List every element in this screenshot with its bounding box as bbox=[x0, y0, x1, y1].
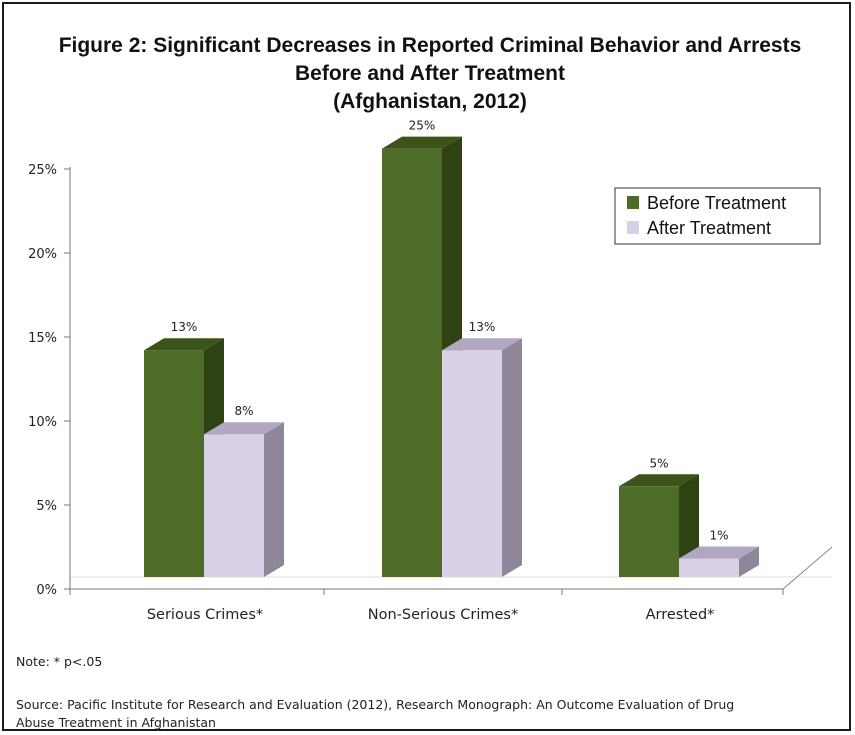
bars: 13% 25% 5% 8% 13% 1% bbox=[144, 119, 759, 577]
after-treatment-bar bbox=[679, 546, 759, 577]
legend-label-before: Before Treatment bbox=[647, 193, 786, 213]
source-note-line-2: Abuse Treatment in Afghanistan bbox=[16, 715, 216, 730]
bar-top-face bbox=[144, 338, 224, 351]
bar-front-face bbox=[442, 350, 502, 577]
bar-side-face bbox=[502, 338, 522, 577]
bar-front-face bbox=[679, 558, 739, 577]
bar-side-face bbox=[739, 546, 759, 577]
chart-title-line-2: Before and After Treatment bbox=[295, 62, 565, 85]
bar-top-face bbox=[204, 422, 284, 435]
after-treatment-bar bbox=[442, 338, 522, 577]
bar-top-face bbox=[679, 546, 759, 559]
bar-front-face bbox=[619, 486, 679, 577]
chart-title-line-1: Figure 2: Significant Decreases in Repor… bbox=[59, 34, 802, 57]
legend-label-after: After Treatment bbox=[647, 218, 771, 238]
legend-box bbox=[614, 187, 821, 245]
data-label: 13% bbox=[469, 320, 496, 334]
source-note-line-1: Source: Pacific Institute for Research a… bbox=[16, 697, 735, 712]
bar-top-face bbox=[382, 136, 462, 149]
bar-front-face bbox=[204, 434, 264, 577]
bar-front-face bbox=[144, 350, 204, 577]
data-label: 25% bbox=[409, 119, 436, 133]
significance-note: Note: * p<.05 bbox=[16, 654, 103, 669]
legend-swatch-after bbox=[627, 221, 639, 234]
data-label: 1% bbox=[709, 529, 728, 543]
chart-title-line-3: (Afghanistan, 2012) bbox=[333, 90, 527, 113]
category-label: Non-Serious Crimes* bbox=[368, 607, 518, 623]
bar-top-face bbox=[619, 474, 699, 487]
data-label: 8% bbox=[234, 404, 253, 418]
y-tick-label: 5% bbox=[36, 499, 57, 514]
y-tick-label: 20% bbox=[28, 247, 57, 262]
y-tick-label: 10% bbox=[28, 415, 57, 430]
legend: Before Treatment After Treatment bbox=[614, 187, 821, 245]
y-tick-label: 15% bbox=[28, 331, 57, 346]
after-treatment-bar bbox=[204, 422, 284, 577]
bar-front-face bbox=[382, 148, 442, 577]
category-label: Serious Crimes* bbox=[147, 607, 263, 623]
data-label: 13% bbox=[171, 320, 198, 334]
y-tick-label: 25% bbox=[28, 163, 57, 178]
legend-swatch-before bbox=[627, 196, 639, 209]
data-label: 5% bbox=[649, 456, 668, 470]
y-tick-label: 0% bbox=[36, 583, 57, 598]
category-label: Arrested* bbox=[646, 607, 715, 623]
bar-side-face bbox=[264, 422, 284, 577]
bar-top-face bbox=[442, 338, 522, 351]
floor-right-edge bbox=[782, 546, 833, 590]
